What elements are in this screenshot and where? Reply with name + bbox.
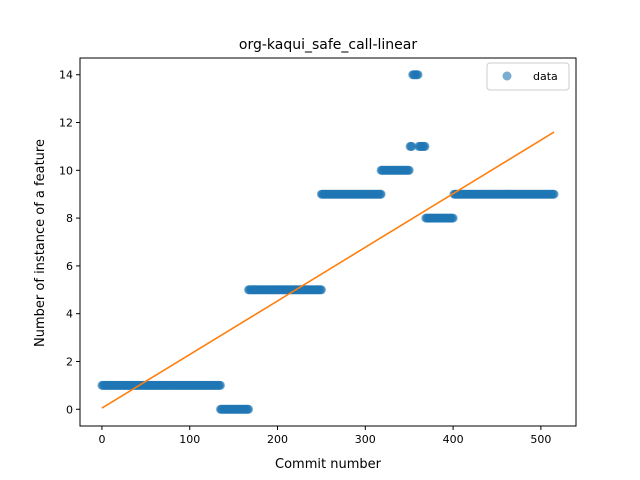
data-point	[413, 70, 423, 80]
y-tick-label: 8	[66, 212, 73, 225]
fit-line-layer	[101, 131, 555, 409]
data-point	[376, 189, 386, 199]
plot-frame	[79, 57, 577, 427]
x-tick-label: 0	[98, 433, 105, 446]
y-tick-label: 10	[59, 164, 73, 177]
data-point	[448, 213, 458, 223]
x-axis-ticks: 0 100 200 300 400 500	[98, 426, 551, 446]
y-tick-label: 12	[59, 117, 73, 130]
data-point	[420, 141, 430, 151]
y-axis-label: Number of instance of a feature	[33, 139, 48, 347]
y-tick-label: 14	[59, 69, 73, 82]
fit-line	[101, 131, 555, 409]
legend-box	[486, 62, 570, 91]
y-axis-ticks: 0 2 4 6 8 10 12 14	[59, 69, 80, 416]
data-point	[404, 165, 414, 175]
data-point	[215, 380, 225, 390]
x-axis-label: Commit number	[275, 457, 382, 472]
y-tick-label: 6	[66, 260, 73, 273]
data-point	[549, 189, 559, 199]
legend-marker	[502, 71, 512, 81]
x-tick-label: 400	[443, 433, 464, 446]
y-tick-label: 0	[66, 403, 73, 416]
data-points	[97, 70, 559, 414]
data-point	[407, 141, 417, 151]
legend: data	[486, 62, 570, 91]
y-tick-label: 4	[66, 308, 73, 321]
y-tick-label: 2	[66, 355, 73, 368]
chart-title: org-kaqui_safe_call-linear	[239, 37, 417, 53]
x-tick-label: 100	[179, 433, 200, 446]
legend-entry-label: data	[533, 70, 558, 83]
data-point	[316, 285, 326, 295]
x-tick-label: 500	[530, 433, 551, 446]
x-tick-label: 300	[355, 433, 376, 446]
x-tick-label: 200	[267, 433, 288, 446]
data-point	[244, 404, 254, 414]
